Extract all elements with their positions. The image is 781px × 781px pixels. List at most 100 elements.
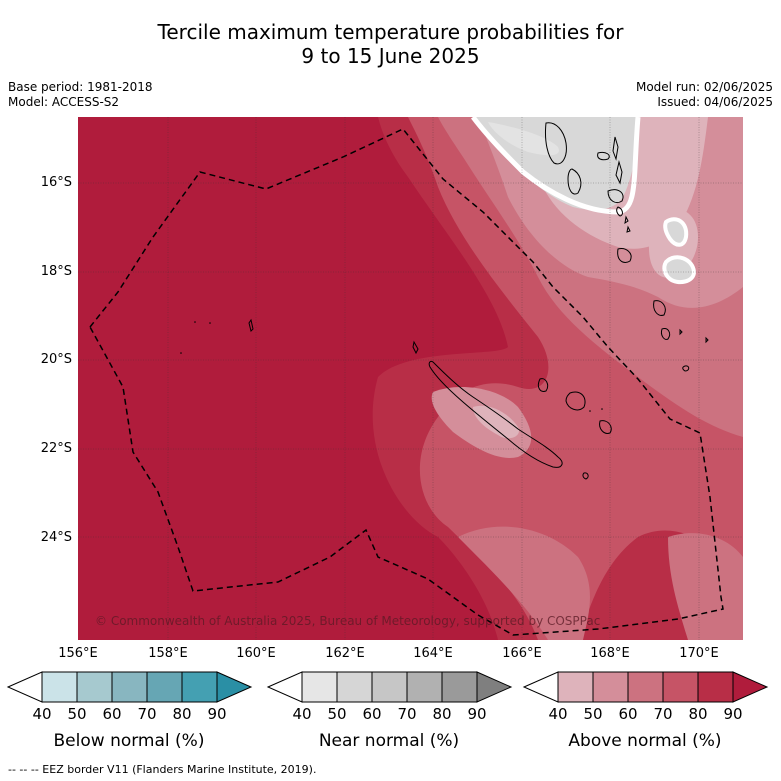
vanuatu-erromango xyxy=(617,248,632,263)
colorbar-segment xyxy=(592,671,629,703)
vanuatu-ambae xyxy=(597,152,610,161)
vanuatu-tiny-2 xyxy=(682,365,690,372)
model-name: Model: ACCESS-S2 xyxy=(8,95,120,109)
vanuatu-tiny-1 xyxy=(679,328,683,336)
reef-dot-2 xyxy=(209,322,211,324)
issued-date: Issued: 04/06/2025 xyxy=(657,95,773,109)
colorbar-segment xyxy=(627,671,664,703)
contour-near-normal-inner xyxy=(488,122,559,156)
vanuatu-small-islands xyxy=(616,206,631,233)
chesterfield-islands xyxy=(248,318,254,332)
colorbar-segment xyxy=(181,671,218,703)
lon-tick-158e: 158°E xyxy=(148,646,188,661)
contour-above-60-south xyxy=(458,526,590,640)
isle-of-pines xyxy=(582,472,589,480)
lat-tick-24s: 24°S xyxy=(40,530,72,545)
lon-tick-162e: 162°E xyxy=(325,646,365,661)
lon-tick-168e: 168°E xyxy=(590,646,630,661)
colorbar-below-normal xyxy=(6,671,253,703)
colorbar-tick-label: 50 xyxy=(327,705,347,723)
colorbar-segment xyxy=(697,671,734,703)
colorbar-segment xyxy=(76,671,113,703)
lon-tick-160e: 160°E xyxy=(236,646,276,661)
colorbar-segment xyxy=(557,671,594,703)
map-svg xyxy=(78,117,743,640)
colorbar-tick-label: 70 xyxy=(653,705,673,723)
reef-dot-4 xyxy=(589,410,591,412)
title-line-2: 9 to 15 June 2025 xyxy=(301,44,480,68)
reef-dot-3 xyxy=(180,352,182,354)
colorbar-tick-label: 40 xyxy=(548,705,568,723)
colorbar-tick-label: 70 xyxy=(397,705,417,723)
colorbar-tick-label: 90 xyxy=(467,705,487,723)
colorbar-segment xyxy=(111,671,148,703)
colorbar-tick-label: 60 xyxy=(102,705,122,723)
vanuatu-malekula xyxy=(567,168,582,195)
lat-tick-20s: 20°S xyxy=(40,352,72,367)
contour-near-normal-east xyxy=(663,217,689,247)
colorbar-segment xyxy=(301,671,338,703)
colorbar-segment xyxy=(371,671,408,703)
colorbar-min-arrow xyxy=(522,671,559,703)
colorbar-tick-label: 80 xyxy=(432,705,452,723)
graticule xyxy=(78,117,743,640)
lon-tick-170e: 170°E xyxy=(679,646,719,661)
colorbar-tick-label: 40 xyxy=(32,705,52,723)
meta-right: Model run: 02/06/2025 Issued: 04/06/2025 xyxy=(636,80,773,110)
contour-above-60-southeast xyxy=(668,533,743,640)
map-panel[interactable] xyxy=(78,117,743,640)
colorbar-segment xyxy=(146,671,183,703)
colorbar-near-normal xyxy=(266,671,513,703)
colorbar-segment xyxy=(441,671,478,703)
colorbar-label-near: Near normal (%) xyxy=(318,731,460,751)
lat-tick-18s: 18°S xyxy=(40,264,72,279)
vanuatu-tanna xyxy=(653,300,666,316)
new-caledonia-north-tip xyxy=(412,340,419,355)
vanuatu-tiny-3 xyxy=(705,336,709,344)
colorbar-max-arrow xyxy=(476,671,513,703)
contour-above-40-island xyxy=(473,405,519,439)
colorbar-tick-label: 70 xyxy=(137,705,157,723)
new-caledonia-outline xyxy=(428,360,563,468)
loyalty-island-ouvea xyxy=(537,378,549,392)
colorbar-label-below: Below normal (%) xyxy=(53,731,205,751)
colorbar-tick-label: 50 xyxy=(583,705,603,723)
colorbar-tick-label: 90 xyxy=(723,705,743,723)
colorbar-label-above: Above normal (%) xyxy=(568,731,722,751)
colorbar-segment xyxy=(406,671,443,703)
model-run: Model run: 02/06/2025 xyxy=(635,80,773,94)
map-title: Tercile maximum temperature probabilitie… xyxy=(0,20,781,68)
vanuatu-maewo xyxy=(612,136,619,161)
meta-left: Base period: 1981-2018 Model: ACCESS-S2 xyxy=(8,80,153,110)
colorbar-tick-label: 80 xyxy=(688,705,708,723)
lon-tick-156e: 156°E xyxy=(58,646,98,661)
colorbar-max-arrow xyxy=(216,671,253,703)
colorbar-max-arrow xyxy=(732,671,769,703)
colorbar-above-normal xyxy=(522,671,769,703)
lon-tick-164e: 164°E xyxy=(413,646,453,661)
colorbar-min-arrow xyxy=(266,671,303,703)
colorbar-tick-label: 60 xyxy=(618,705,638,723)
vanuatu-pentecost xyxy=(615,160,623,185)
colorbar-tick-label: 60 xyxy=(362,705,382,723)
colorbar-tick-label: 40 xyxy=(292,705,312,723)
reef-dot-1 xyxy=(194,321,196,323)
loyalty-island-mare xyxy=(599,420,612,434)
vanuatu-aneityum xyxy=(661,328,671,340)
colorbar-min-arrow xyxy=(6,671,43,703)
lat-tick-22s: 22°S xyxy=(40,441,72,456)
vanuatu-efate xyxy=(607,189,624,204)
vanuatu-espiritu-santo xyxy=(545,122,567,165)
reef-dot-5 xyxy=(601,408,603,410)
contour-near-normal-east-2 xyxy=(662,255,697,285)
eez-border xyxy=(89,128,724,636)
loyalty-island-lifou xyxy=(565,391,586,411)
lon-tick-166e: 166°E xyxy=(502,646,542,661)
colorbar-segment xyxy=(662,671,699,703)
colorbar-tick-label: 90 xyxy=(207,705,227,723)
colorbar-segment xyxy=(336,671,373,703)
copyright-notice: © Commonwealth of Australia 2025, Bureau… xyxy=(95,614,601,628)
base-period: Base period: 1981-2018 xyxy=(8,80,153,94)
title-line-1: Tercile maximum temperature probabilitie… xyxy=(157,20,624,44)
colorbar-segment xyxy=(41,671,78,703)
